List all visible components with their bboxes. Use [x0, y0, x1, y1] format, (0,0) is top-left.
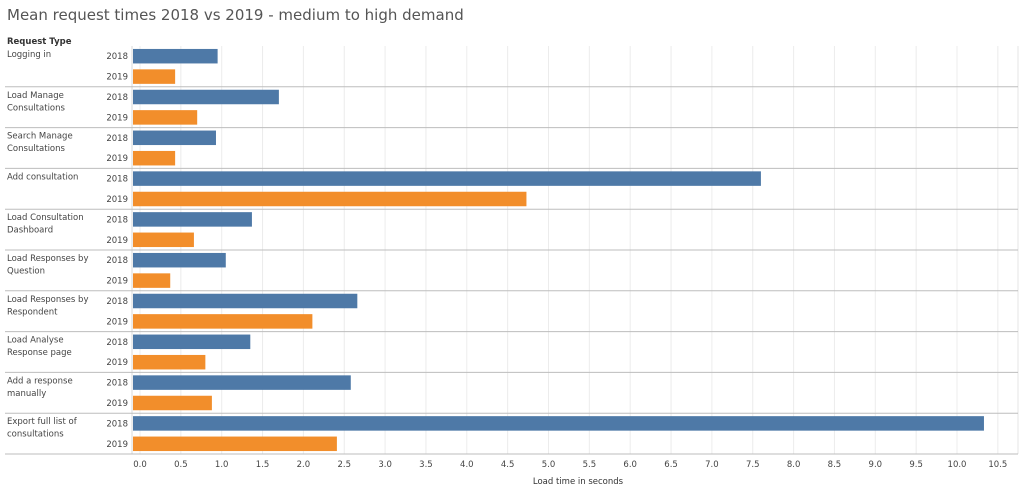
year-label: 2019 [106, 195, 128, 205]
chart-title: Mean request times 2018 vs 2019 - medium… [7, 6, 464, 24]
year-label: 2018 [106, 175, 128, 185]
x-tick-label: 8.5 [828, 460, 842, 470]
bar-2019 [133, 191, 527, 207]
bar-2018 [133, 334, 251, 350]
year-label: 2019 [106, 317, 128, 327]
x-tick-label: 5.5 [583, 460, 597, 470]
category-label: Load Analyse Response page [7, 336, 72, 359]
year-label: 2019 [106, 236, 128, 246]
year-label: 2019 [106, 399, 128, 409]
year-label: 2018 [106, 256, 128, 266]
x-tick-label: 4.0 [460, 460, 474, 470]
category-label: Load Manage Consultations [7, 91, 66, 114]
x-tick-label: 10.5 [988, 460, 1007, 470]
bar-2018 [133, 212, 252, 227]
bar-2018 [133, 89, 279, 105]
year-label: 2018 [106, 52, 128, 62]
x-tick-label: 2.5 [337, 460, 351, 470]
year-label: 2018 [106, 419, 128, 429]
x-axis: 0.0 0.5 1.0 1.5 2.0 2.5 3.0 3.5 4.0 4.5 5.0 5.5 6.0 6… [133, 460, 1007, 470]
year-label: 2018 [106, 93, 128, 103]
bar-2018 [133, 293, 358, 309]
category-label: Logging in [7, 50, 51, 60]
x-tick-label: 5.0 [542, 460, 556, 470]
bar-2018 [133, 416, 984, 431]
bar-2018 [133, 252, 226, 268]
year-label: 2019 [106, 73, 128, 83]
bar-2018 [133, 375, 351, 390]
category-label: Load Responses by Respondent [7, 295, 88, 318]
x-tick-label: 0.5 [174, 460, 188, 470]
category-label: Load Responses by Question [7, 254, 88, 277]
x-tick-label: 10.0 [948, 460, 967, 470]
category-label: Export full list of consultations [7, 417, 78, 440]
year-label: 2018 [106, 134, 128, 144]
bar-2018 [133, 48, 218, 64]
bar-2019 [133, 110, 198, 125]
year-label: 2019 [106, 277, 128, 287]
year-label: 2019 [106, 440, 128, 450]
x-tick-label: 9.5 [909, 460, 923, 470]
x-tick-label: 9.0 [869, 460, 883, 470]
labels-layer: Logging in 2018 2019 Load Manage Consultatio… [7, 50, 128, 450]
year-label: 2019 [106, 113, 128, 123]
bar-2018 [133, 171, 761, 186]
bar-2019 [133, 69, 176, 84]
year-label: 2018 [106, 379, 128, 389]
x-tick-label: 0.0 [133, 460, 147, 470]
row-header: Request Type [7, 37, 72, 47]
bar-2019 [133, 395, 212, 411]
year-label: 2019 [106, 358, 128, 368]
category-label: Load Consultation Dashboard [7, 213, 84, 236]
year-label: 2019 [106, 154, 128, 164]
year-label: 2018 [106, 297, 128, 307]
category-label: Search Manage Consultations [7, 132, 73, 155]
x-tick-label: 6.5 [664, 460, 678, 470]
x-axis-title: Load time in seconds [533, 477, 624, 487]
x-tick-label: 7.5 [746, 460, 760, 470]
bar-2019 [133, 232, 194, 248]
bar-2019 [133, 436, 337, 452]
x-tick-label: 6.0 [623, 460, 637, 470]
x-tick-label: 1.5 [256, 460, 270, 470]
bar-2019 [133, 150, 176, 166]
bar-2019 [133, 273, 171, 288]
year-label: 2018 [106, 338, 128, 348]
bars-layer [133, 48, 984, 452]
x-tick-label: 3.5 [419, 460, 433, 470]
grid-layer [5, 46, 1019, 455]
x-tick-label: 8.0 [787, 460, 801, 470]
bar-2019 [133, 314, 313, 329]
bar-2019 [133, 354, 206, 370]
category-label: Add a response manually [7, 376, 73, 399]
x-tick-label: 3.0 [378, 460, 392, 470]
x-tick-label: 7.0 [705, 460, 719, 470]
year-label: 2018 [106, 215, 128, 225]
bar-2018 [133, 130, 216, 146]
x-tick-label: 2.0 [297, 460, 311, 470]
x-tick-label: 4.5 [501, 460, 515, 470]
x-tick-label: 1.0 [215, 460, 229, 470]
category-label: Add consultation [7, 172, 78, 182]
